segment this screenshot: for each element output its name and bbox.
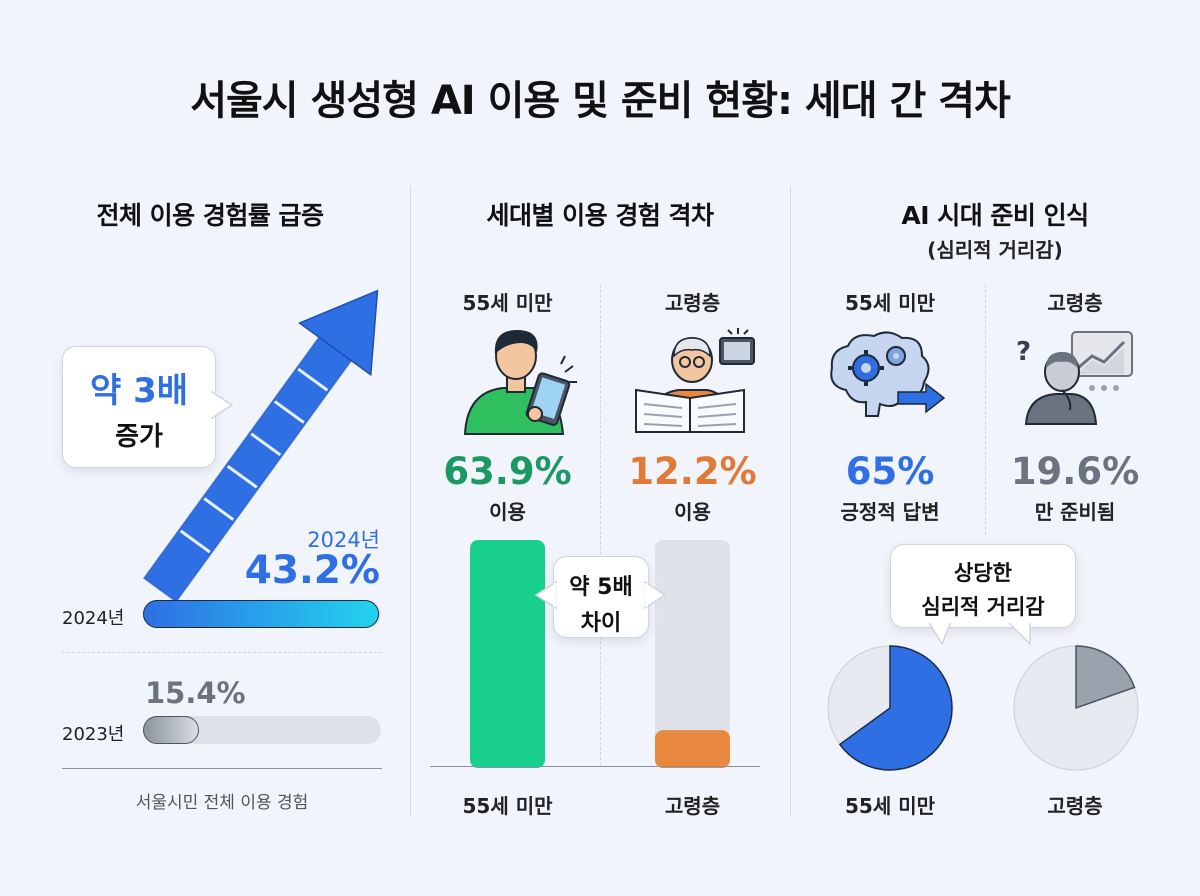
value-2024: 43.2% <box>244 548 380 593</box>
panel2-title: 세대별 이용 경험 격차 <box>486 201 714 230</box>
bar-track-old <box>655 540 730 768</box>
difference-callout-label: 차이 <box>580 611 622 636</box>
panel3-title: AI 시대 준비 인식 <box>901 201 1089 230</box>
panel3-column-divider <box>985 285 986 535</box>
panel2-old-label: 이용 <box>674 500 711 524</box>
panel3-pie-charts <box>827 645 1139 771</box>
bar-track-2024 <box>143 600 381 628</box>
bar-label-2023: 2023년 <box>62 724 125 745</box>
panel3-axis-young: 55세 미만 <box>845 794 935 818</box>
senior-newspaper-icon <box>635 328 755 433</box>
baseline <box>62 768 382 769</box>
panel2-young-label: 이용 <box>489 500 526 524</box>
difference-callout-value: 약 5배 <box>569 575 633 600</box>
panel3-young-value: 65% <box>845 450 935 493</box>
difference-callout: 약 5배 차이 <box>553 556 649 638</box>
panel3-old-value: 19.6% <box>1010 450 1140 493</box>
page-title: 서울시 생성형 AI 이용 및 준비 현황: 세대 간 격차 <box>190 78 1011 124</box>
panel2-baseline <box>430 766 760 767</box>
panel2-column-divider <box>600 285 601 765</box>
svg-text:?: ? <box>1016 337 1031 367</box>
pie-old-slice <box>1075 645 1136 710</box>
callout-pointer-left <box>534 580 557 610</box>
panel2-bar-chart <box>470 540 730 768</box>
panel-divider <box>410 186 411 816</box>
panel3-subtitle: (심리적 거리감) <box>927 238 1063 262</box>
distance-callout-line2: 심리적 거리감 <box>921 595 1045 619</box>
panel1-caption: 서울시민 전체 이용 경험 <box>135 793 309 813</box>
bar-2023 <box>143 716 200 744</box>
bar-label-2024: 2024년 <box>62 608 125 629</box>
thinking-senior-icon: ? <box>1016 331 1133 425</box>
bar-2024 <box>143 600 380 628</box>
panel2-axis-young: 55세 미만 <box>462 794 553 818</box>
panel2-group-old: 고령층 <box>664 291 721 315</box>
pie-young-slice <box>838 645 953 771</box>
bar-separator <box>62 652 382 653</box>
panel1-title: 전체 이용 경험률 급증 <box>96 201 324 230</box>
panel3-young-label: 긍정적 답변 <box>840 500 940 524</box>
panel3-axis-old: 고령층 <box>1047 794 1103 818</box>
young-person-tablet-icon <box>463 330 577 435</box>
panel3-group-old: 고령층 <box>1047 291 1103 315</box>
panel2-young-value: 63.9% <box>443 450 572 493</box>
panel3-old-label: 만 준비됨 <box>1034 500 1116 524</box>
growth-callout: 약 3배 증가 <box>62 346 216 468</box>
growth-callout-value: 약 3배 <box>89 371 189 411</box>
value-2023: 15.4% <box>145 676 246 710</box>
panel2-axis-old: 고령층 <box>664 794 721 818</box>
callout-pointer <box>210 390 234 420</box>
panel2-old-value: 12.2% <box>628 450 757 493</box>
brain-gears-icon <box>830 331 946 417</box>
distance-callout: 상당한 심리적 거리감 <box>890 544 1076 628</box>
panel-divider <box>790 186 791 816</box>
panel3-group-young: 55세 미만 <box>845 291 935 315</box>
bar-young <box>470 540 545 768</box>
callout-pointer-right <box>644 580 667 610</box>
bar-old <box>655 730 730 768</box>
year-2024-label: 2024년 <box>307 528 380 552</box>
distance-callout-line1: 상당한 <box>954 561 1012 585</box>
panel2-group-young: 55세 미만 <box>462 291 553 315</box>
callout-pointers-down <box>928 622 1031 646</box>
growth-callout-label: 증가 <box>115 422 163 452</box>
bar-track-2023 <box>143 716 381 744</box>
